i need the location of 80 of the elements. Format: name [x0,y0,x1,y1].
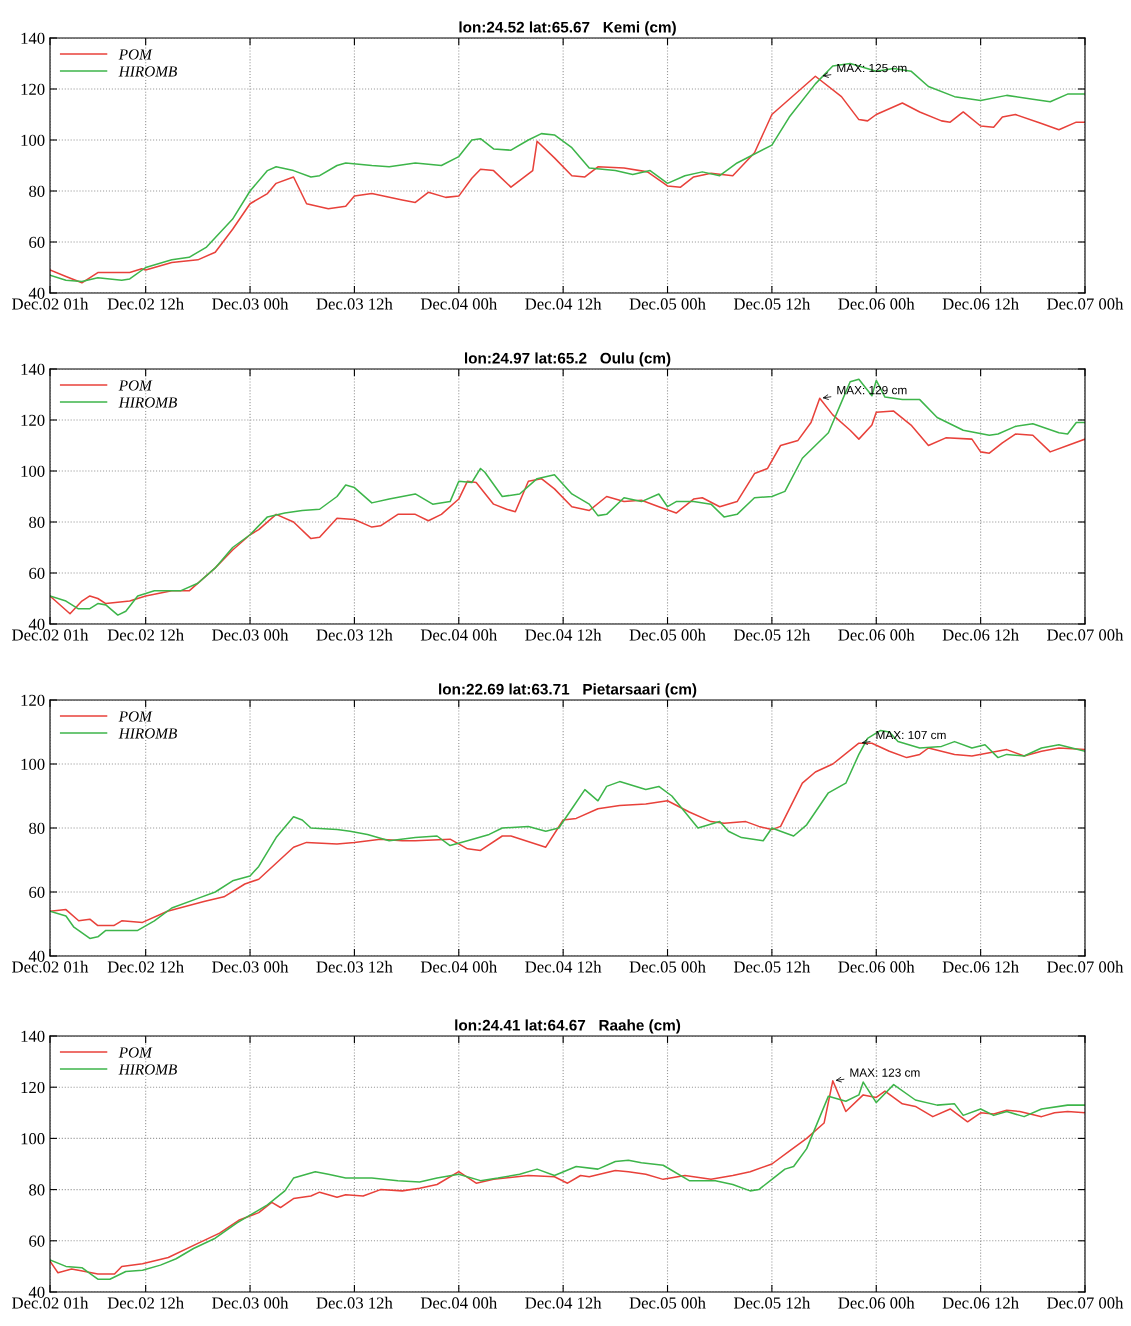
chart-title: lon:24.41 lat:64.67 Raahe (cm) [455,1019,681,1034]
legend-label: HIROMB [118,728,177,739]
x-tick-label: Dec.06 00h [838,297,915,310]
x-tick-label: Dec.02 12h [107,297,184,310]
y-tick-label: 140 [21,32,45,44]
x-tick-label: Dec.06 00h [838,1296,915,1309]
x-tick-label: Dec.02 01h [12,1296,89,1309]
x-tick-label: Dec.03 12h [316,1296,393,1309]
x-tick-label: Dec.03 00h [212,1296,289,1309]
x-tick-label: Dec.04 00h [420,960,497,973]
chart-title: lon:24.52 lat:65.67 Kemi (cm) [459,21,676,36]
y-tick-label: 80 [29,1184,45,1196]
y-tick-label: 60 [29,236,45,248]
x-tick-label: Dec.03 00h [212,960,289,973]
x-tick-label: Dec.05 12h [733,1296,811,1309]
x-tick-label: Dec.05 12h [733,297,811,310]
y-tick-label: 100 [21,1133,45,1145]
y-tick-label: 60 [29,1235,45,1247]
legend-label: POM [118,49,153,60]
y-tick-label: 80 [29,516,45,528]
y-tick-label: 120 [21,414,45,426]
y-tick-label: 140 [21,1030,45,1042]
x-tick-label: Dec.04 00h [420,1296,497,1309]
x-tick-label: Dec.05 00h [629,297,706,310]
x-tick-label: Dec.03 12h [316,960,393,973]
x-tick-label: Dec.04 12h [525,628,602,641]
x-tick-label: Dec.02 01h [12,297,89,310]
y-tick-label: 100 [21,465,45,477]
x-tick-label: Dec.04 12h [525,960,602,973]
x-tick-label: Dec.03 12h [316,297,393,310]
y-tick-label: 60 [29,886,45,898]
x-tick-label: Dec.07 00h [1047,628,1124,641]
annotation: MAX: 123 cm [850,1068,920,1077]
y-tick-label: 40 [28,950,45,962]
y-tick-label: 120 [21,1081,45,1094]
x-tick-label: Dec.04 00h [420,628,497,641]
y-tick-label: 80 [29,822,45,834]
x-tick-label: Dec.03 12h [316,628,393,641]
x-tick-label: Dec.02 12h [107,628,184,641]
y-tick-label: 80 [29,185,45,197]
x-tick-label: Dec.03 00h [212,628,289,641]
x-tick-label: Dec.05 00h [629,628,706,641]
y-tick-label: 40 [28,618,45,630]
legend-label: POM [118,380,153,391]
y-tick-label: 140 [21,363,45,375]
x-tick-label: Dec.05 12h [733,960,811,973]
x-tick-label: Dec.06 12h [942,628,1019,641]
x-tick-label: Dec.07 00h [1047,960,1124,973]
y-tick-label: 120 [21,83,45,95]
legend-label: HIROMB [118,66,177,77]
legend-label: POM [118,1047,153,1058]
x-tick-label: Dec.05 12h [733,628,811,641]
chart-title: lon:24.97 lat:65.2 Oulu (cm) [465,352,671,367]
x-tick-label: Dec.07 00h [1047,1296,1124,1309]
x-tick-label: Dec.06 00h [838,960,915,973]
x-tick-label: Dec.06 12h [942,297,1019,310]
x-tick-label: Dec.02 01h [12,960,89,973]
x-tick-label: Dec.04 00h [420,297,497,310]
x-tick-label: Dec.06 00h [838,628,915,641]
y-tick-label: 100 [21,134,45,146]
chart-title: lon:22.69 lat:63.71 Pietarsaari (cm) [439,683,697,698]
x-tick-label: Dec.05 00h [629,960,706,973]
x-tick-label: Dec.02 12h [107,1296,184,1309]
x-tick-label: Dec.04 12h [525,1296,602,1309]
y-tick-label: 60 [29,567,45,579]
x-tick-label: Dec.05 00h [629,1296,706,1309]
y-tick-label: 40 [28,1286,45,1298]
legend-label: HIROMB [118,1064,177,1075]
y-tick-label: 40 [28,287,45,299]
x-tick-label: Dec.02 01h [12,628,89,641]
legend-label: HIROMB [118,397,177,408]
legend-label: POM [118,711,153,722]
x-tick-label: Dec.03 00h [212,297,289,310]
x-tick-label: Dec.02 12h [107,960,184,973]
x-tick-label: Dec.06 12h [942,1296,1019,1309]
y-tick-label: 120 [21,694,45,706]
x-tick-label: Dec.04 12h [525,297,602,310]
x-tick-label: Dec.07 00h [1047,297,1124,310]
y-tick-label: 100 [21,758,45,770]
x-tick-label: Dec.06 12h [942,960,1019,973]
